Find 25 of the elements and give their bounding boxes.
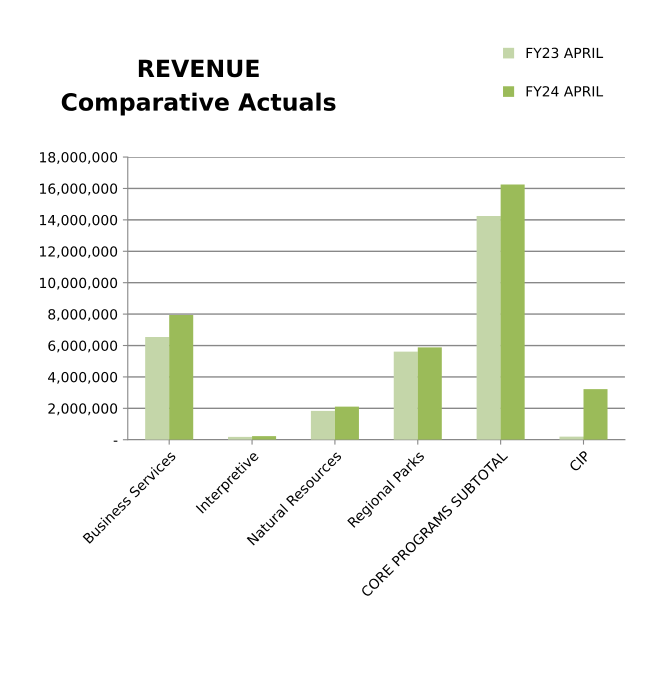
- bar: [394, 352, 418, 440]
- bar: [418, 347, 442, 440]
- y-tick-label: 4,000,000: [48, 372, 118, 384]
- bar: [476, 216, 501, 440]
- legend-label: FY24 APRIL: [526, 86, 604, 96]
- x-tick-label: CIP: [568, 450, 591, 472]
- chart-title: REVENUE Comparative Actuals: [62, 60, 336, 116]
- y-tick-label: 10,000,000: [40, 278, 118, 290]
- bar: [252, 436, 276, 440]
- y-tick-label: 14,000,000: [40, 214, 118, 227]
- y-tick-label: 18,000,000: [40, 152, 118, 164]
- bar: [310, 410, 335, 440]
- bar: [559, 436, 584, 440]
- y-tick-label: 2,000,000: [48, 403, 118, 416]
- bar: [334, 406, 359, 440]
- bar: [584, 389, 608, 440]
- y-tick-label: 8,000,000: [48, 309, 118, 321]
- legend-label: FY23 APRIL: [526, 48, 604, 58]
- bar: [169, 315, 194, 440]
- y-tick-label: 6,000,000: [48, 340, 118, 352]
- y-tick-label: 16,000,000: [40, 183, 118, 196]
- y-tick-label: 12,000,000: [40, 246, 118, 258]
- y-tick-label: -: [114, 440, 118, 442]
- bar: [500, 184, 525, 440]
- bar: [145, 337, 170, 440]
